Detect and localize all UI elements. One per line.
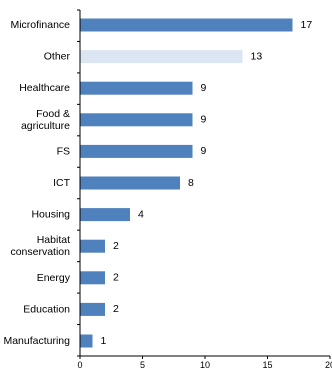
category-label: ICT — [53, 177, 71, 189]
x-tick-label: 15 — [262, 360, 272, 369]
bar — [80, 239, 105, 253]
value-label: 9 — [201, 145, 207, 157]
bar — [80, 176, 180, 190]
category-label-line: Education — [23, 303, 70, 315]
category-label-line: conservation — [10, 246, 70, 258]
category-label: FS — [57, 145, 70, 157]
category-label-line: Microfinance — [10, 19, 70, 31]
category-label-line: ICT — [53, 177, 71, 189]
category-label-line: Food & — [36, 108, 70, 120]
category-label-line: Energy — [37, 272, 71, 284]
value-label: 17 — [301, 19, 313, 31]
value-label: 2 — [113, 272, 119, 284]
category-label: Food & agriculture — [21, 108, 70, 132]
bar — [80, 81, 193, 95]
category-label: Education — [23, 303, 70, 315]
value-label: 1 — [101, 335, 107, 347]
bar — [80, 271, 105, 285]
value-label: 9 — [201, 114, 207, 126]
value-label: 8 — [188, 177, 194, 189]
category-label: Healthcare — [19, 82, 70, 94]
value-label: 2 — [113, 240, 119, 252]
category-label: Manufacturing — [3, 335, 70, 347]
bar — [80, 334, 93, 348]
value-label: 2 — [113, 303, 119, 315]
category-label: Habitat conservation — [10, 234, 70, 258]
bar — [80, 302, 105, 316]
x-tick-label: 20 — [325, 360, 332, 369]
x-tick-label: 0 — [77, 360, 82, 369]
bar — [80, 144, 193, 158]
category-label-line: Healthcare — [19, 82, 70, 94]
x-tick-label: 10 — [200, 360, 210, 369]
category-label-line: Housing — [31, 208, 70, 220]
category-label: Other — [44, 50, 71, 62]
bar — [80, 113, 193, 127]
bar — [80, 208, 130, 222]
value-label: 4 — [138, 208, 144, 220]
category-label-line: FS — [57, 145, 70, 157]
category-label-line: Manufacturing — [3, 335, 70, 347]
value-label: 9 — [201, 82, 207, 94]
value-label: 13 — [251, 50, 263, 62]
category-label-line: agriculture — [21, 120, 70, 132]
category-label: Energy — [37, 272, 71, 284]
bar — [80, 50, 243, 64]
bar — [80, 18, 293, 32]
category-label-line: Other — [44, 50, 71, 62]
category-label: Housing — [31, 208, 70, 220]
category-label-line: Habitat — [37, 234, 70, 246]
x-tick-label: 5 — [140, 360, 145, 369]
category-label: Microfinance — [10, 19, 70, 31]
